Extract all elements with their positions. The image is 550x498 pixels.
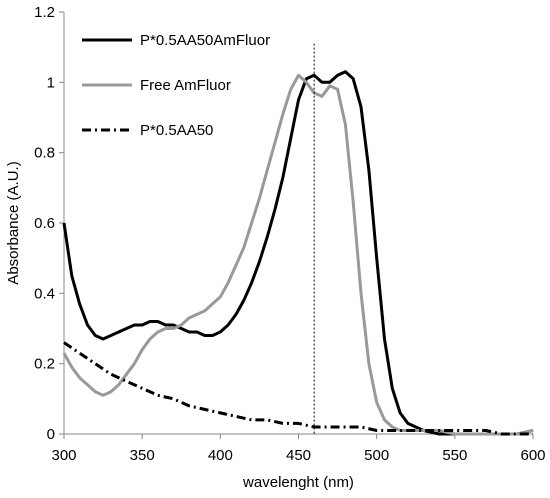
y-tick-label: 0.2 xyxy=(34,356,55,373)
legend-label: P*0.5AA50AmFluor xyxy=(140,32,270,49)
legend: P*0.5AA50AmFluor Free AmFluor P*0.5AA50 xyxy=(82,32,270,139)
y-tick-label: 0 xyxy=(47,426,55,443)
x-tick-label: 450 xyxy=(286,447,311,464)
x-tick-label: 300 xyxy=(51,447,76,464)
y-axis-title: Absorbance (A.U.) xyxy=(5,161,22,284)
y-tick-label: 1 xyxy=(47,74,55,91)
y-tick-label: 1.2 xyxy=(34,4,55,21)
y-tick-label: 0.4 xyxy=(34,285,55,302)
y-tick-label: 0.8 xyxy=(34,145,55,162)
series-layer xyxy=(62,70,534,436)
series-line-1 xyxy=(62,70,534,436)
plot-area: 300 350 400 450 500 550 600 0 0.2 0.4 0.6 0.8 1 1.2 xyxy=(34,4,545,464)
x-tick-label: 500 xyxy=(364,447,389,464)
y-tick-label: 0.6 xyxy=(34,215,55,232)
x-tick-label: 550 xyxy=(442,447,467,464)
x-tick-label: 350 xyxy=(130,447,155,464)
x-tick-label: 400 xyxy=(208,447,233,464)
series-line-3 xyxy=(63,341,533,436)
x-tick-label: 600 xyxy=(520,447,545,464)
axis-ticks: 300 350 400 450 500 550 600 0 0.2 0.4 0.6 0.8 1 1.2 xyxy=(34,4,545,464)
legend-label: Free AmFluor xyxy=(140,77,231,94)
legend-label: P*0.5AA50 xyxy=(140,122,213,139)
series-line-2 xyxy=(62,73,534,436)
x-axis-title: wavelenght (nm) xyxy=(242,474,354,491)
